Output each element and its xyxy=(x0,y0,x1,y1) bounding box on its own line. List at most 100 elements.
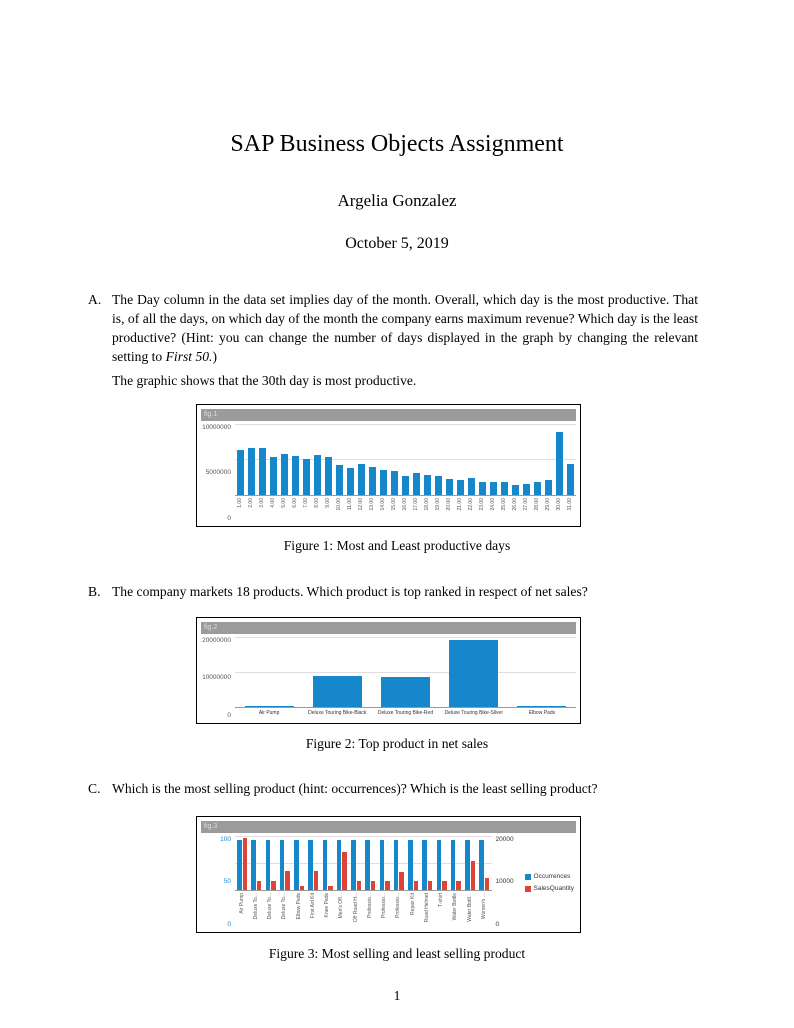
section-a-label: A. xyxy=(88,292,102,307)
bar-slot xyxy=(334,425,345,495)
x-axis-label-slot: Women's ... xyxy=(477,891,491,928)
x-axis-label: 28.00 xyxy=(534,498,540,511)
x-axis-label-slot: 6.00 xyxy=(290,496,301,522)
bar xyxy=(390,470,399,495)
bar-slot xyxy=(488,425,499,495)
plot-wrap: Air Pump Deluxe To... Deluxe To... Deluxe T… xyxy=(235,836,492,928)
bar xyxy=(379,469,388,495)
bar-salesquantity xyxy=(385,880,390,890)
x-axis-label: 5.00 xyxy=(281,498,287,508)
left-y-axis-tick-label: 10000000 xyxy=(202,424,231,431)
x-axis-label: 25.00 xyxy=(501,498,507,511)
bar-slot xyxy=(356,425,367,495)
bar-occurrences xyxy=(479,839,484,890)
gridline xyxy=(235,459,576,460)
bar-slot xyxy=(349,837,363,890)
left-y-axis-tick-label: 100 xyxy=(220,836,231,843)
bar-slot xyxy=(508,638,576,707)
x-axis-label: 18.00 xyxy=(424,498,430,511)
document-author: Argelia Gonzalez xyxy=(337,191,457,210)
x-axis-label-slot: 9.00 xyxy=(323,496,334,522)
bar-salesquantity xyxy=(299,885,305,890)
plot xyxy=(235,424,576,496)
bar-slot xyxy=(367,425,378,495)
bar-slot xyxy=(249,837,263,890)
bar-slot xyxy=(455,425,466,495)
figure-1-chart: fig.1 10000000 5000000 0 1.00 2.00 3.00 4.00 5.… xyxy=(196,404,581,527)
bar-occurrences xyxy=(294,839,299,890)
right-y-axis-tick-label: 10000 xyxy=(495,878,514,886)
bar-slot xyxy=(435,837,449,890)
bar-occurrences xyxy=(365,839,370,890)
x-axis-label: Professio... xyxy=(395,893,402,919)
bar-slot xyxy=(392,837,406,890)
bar-slot xyxy=(290,425,301,495)
bar xyxy=(269,456,278,495)
x-axis-label: 20.00 xyxy=(446,498,452,511)
bar-salesquantity xyxy=(399,871,404,890)
x-axis-label: 26.00 xyxy=(512,498,518,511)
x-axis-label: Deluxe To... xyxy=(252,893,259,920)
x-axis-label: 1.00 xyxy=(237,498,243,508)
x-axis-label: 22.00 xyxy=(468,498,474,511)
x-axis-label-slot: Deluxe To... xyxy=(249,891,263,928)
document-date: October 5, 2019 xyxy=(345,235,449,252)
bar xyxy=(517,706,567,707)
gridline xyxy=(235,836,492,837)
bar-slot xyxy=(499,425,510,495)
x-axis-label-slot: Professio... xyxy=(378,891,392,928)
x-axis-label-slot: Water Bottl... xyxy=(463,891,477,928)
x-axis-label-slot: Professio... xyxy=(363,891,377,928)
figure-2: fig.2 20000000 10000000 0 Air Pump Deluxe To… xyxy=(196,617,581,724)
bar-salesquantity xyxy=(456,880,461,890)
x-axis-label: Repair Kit xyxy=(409,893,416,915)
bar-slot xyxy=(521,425,532,495)
gridline xyxy=(235,637,576,638)
x-axis-label-slot: Water Bottle xyxy=(449,891,463,928)
bar xyxy=(335,464,344,495)
bar-slot xyxy=(433,425,444,495)
x-axis-label: Deluxe To... xyxy=(267,893,274,920)
right-y-axis: 20000 10000 0 xyxy=(492,836,518,928)
bar-occurrences xyxy=(279,839,285,890)
bar-slot xyxy=(510,425,521,495)
bar-slot xyxy=(301,425,312,495)
x-axis-labels: Air Pump Deluxe Touring Bike-Black Deluxe … xyxy=(235,708,576,719)
bar-slot xyxy=(466,425,477,495)
left-y-axis: 20000000 10000000 0 xyxy=(201,637,235,719)
section-a: A. The Day column in the data set implie… xyxy=(88,290,698,366)
bar xyxy=(244,705,294,707)
x-axis-label: Professio... xyxy=(381,893,388,919)
x-axis-label-slot: 30.00 xyxy=(554,496,565,522)
plot xyxy=(235,836,492,891)
bar-slot xyxy=(363,837,377,890)
x-axis-label-slot: 15.00 xyxy=(389,496,400,522)
legend-swatch-salesquantity xyxy=(524,885,531,892)
bar xyxy=(247,448,256,495)
bar-salesquantity xyxy=(328,885,333,890)
bar-occurrences xyxy=(322,839,328,890)
x-axis-label: 17.00 xyxy=(413,498,419,511)
right-y-axis-tick-label: 20000 xyxy=(495,836,514,843)
x-axis-label: Deluxe Touring Bike-Black xyxy=(308,710,367,716)
x-axis-label: 3.00 xyxy=(259,498,265,508)
bar-slot xyxy=(371,638,439,707)
left-y-axis-tick-label: 0 xyxy=(227,711,231,719)
section-a-question-text: The Day column in the data set implies d… xyxy=(112,292,698,364)
bars xyxy=(235,425,576,495)
bar-slot xyxy=(406,837,420,890)
bars xyxy=(235,837,492,890)
figure-2-chart: fig.2 20000000 10000000 0 Air Pump Deluxe To… xyxy=(196,617,581,724)
section-a-question-italic: First 50. xyxy=(165,349,213,364)
section-b-label: B. xyxy=(88,584,101,599)
bar-salesquantity xyxy=(242,838,248,890)
x-axis-label: T-shirt xyxy=(438,893,445,907)
bar xyxy=(533,482,542,495)
x-axis-label: Elbow Pads xyxy=(295,893,302,920)
chart-2-titlebar: fig.2 xyxy=(201,622,576,634)
bar-occurrences xyxy=(251,839,256,890)
page-number: 1 xyxy=(393,988,401,1003)
bar xyxy=(423,474,432,495)
bar-occurrences xyxy=(450,839,456,890)
